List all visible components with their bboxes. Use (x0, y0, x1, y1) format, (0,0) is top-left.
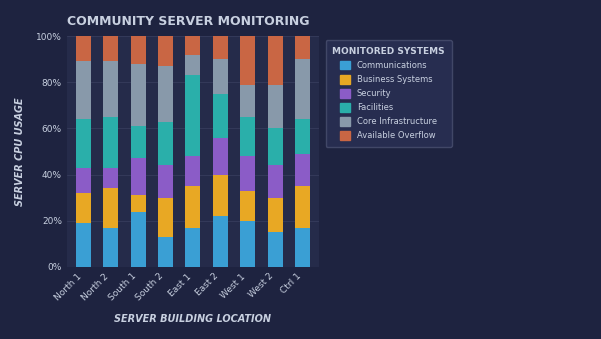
Text: COMMUNITY SERVER MONITORING: COMMUNITY SERVER MONITORING (67, 15, 310, 28)
Bar (76, 223, 91, 267)
Y-axis label: SERVER CPU USAGE: SERVER CPU USAGE (15, 97, 25, 206)
Bar (158, 198, 173, 237)
Bar (103, 61, 118, 117)
Bar (76, 119, 91, 168)
Bar (213, 216, 228, 267)
Bar (185, 186, 201, 228)
Bar (158, 66, 173, 121)
Bar (240, 221, 255, 267)
Bar (130, 64, 145, 126)
Bar (240, 117, 255, 156)
Bar (103, 117, 118, 168)
Bar (185, 55, 201, 75)
Bar (240, 156, 255, 191)
Bar (213, 36, 228, 59)
Bar (267, 232, 282, 267)
Bar (267, 198, 282, 232)
Bar (130, 158, 145, 195)
Bar (76, 36, 91, 61)
Bar (267, 36, 282, 84)
Bar (130, 36, 145, 64)
X-axis label: SERVER BUILDING LOCATION: SERVER BUILDING LOCATION (114, 314, 272, 324)
Legend: Communications, Business Systems, Security, Facilities, Core Infrastructure, Ava: Communications, Business Systems, Securi… (326, 40, 451, 147)
Bar (240, 191, 255, 221)
Bar (130, 212, 145, 267)
Bar (158, 121, 173, 165)
Bar (185, 75, 201, 156)
Bar (103, 188, 118, 228)
Bar (76, 168, 91, 193)
Bar (295, 59, 310, 119)
Bar (295, 228, 310, 267)
Bar (213, 59, 228, 94)
Bar (213, 94, 228, 138)
Bar (267, 165, 282, 198)
Bar (185, 36, 201, 55)
Bar (295, 119, 310, 154)
Bar (295, 154, 310, 186)
Bar (240, 36, 255, 84)
Bar (213, 138, 228, 175)
Bar (103, 36, 118, 61)
Bar (158, 36, 173, 66)
Bar (158, 165, 173, 198)
Bar (295, 36, 310, 59)
Bar (185, 228, 201, 267)
Bar (76, 61, 91, 119)
Bar (267, 128, 282, 165)
Bar (103, 168, 118, 188)
Bar (240, 84, 255, 117)
Bar (130, 195, 145, 212)
Bar (158, 237, 173, 267)
Bar (213, 175, 228, 216)
Bar (267, 84, 282, 128)
Bar (185, 156, 201, 186)
Bar (103, 228, 118, 267)
Bar (295, 186, 310, 228)
Bar (130, 126, 145, 158)
Bar (76, 193, 91, 223)
